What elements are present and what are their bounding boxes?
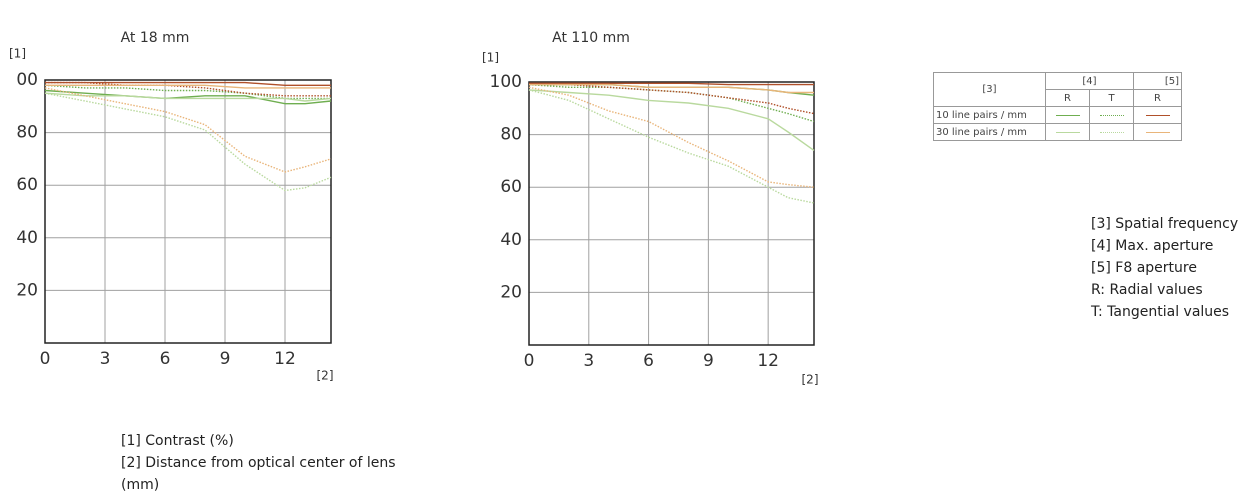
x-tick-label: 0 — [524, 351, 535, 371]
series-line — [528, 89, 815, 204]
legend-sample — [1099, 131, 1124, 133]
series-line — [528, 86, 815, 188]
y-tick-label: 60 — [500, 177, 522, 197]
notes-left: [1] Contrast (%) [2] Distance from optica… — [121, 430, 406, 496]
sample-cell — [1089, 123, 1134, 141]
header-row: [3] [4] [5] — [933, 72, 1182, 107]
note: [3] Spatial frequency — [1091, 216, 1239, 232]
y-tick-label: 40 — [16, 228, 38, 248]
legend-table: [3] [4] [5] R T R 10 line pairs / mm 30 line pa… — [933, 72, 1185, 142]
legend-sample — [1055, 131, 1080, 133]
sample-cell — [1133, 106, 1182, 124]
table: [3] [4] [5] R T R 10 line pairs / mm 30 line pa… — [933, 72, 1182, 141]
group-cell: [5] — [1133, 72, 1182, 90]
series-line — [44, 92, 332, 192]
note: [5] F8 aperture — [1091, 260, 1197, 276]
note: [4] Max. aperture — [1091, 238, 1214, 254]
note: [2] Distance from optical center of lens… — [121, 455, 396, 493]
header-cell: [3] — [933, 72, 1046, 107]
legend-sample — [1145, 131, 1170, 133]
x-tick-label: 6 — [160, 349, 171, 369]
notes-right: [3] Spatial frequency [4] Max. aperture [5… — [1091, 213, 1240, 323]
x-tick-label: 12 — [757, 351, 779, 371]
y-axis-label: [1] — [9, 47, 26, 61]
row-label: 30 line pairs / mm — [933, 123, 1046, 141]
legend-sample — [1099, 114, 1124, 116]
y-axis-label: [1] — [482, 51, 499, 65]
row-label: 10 line pairs / mm — [933, 106, 1046, 124]
y-tick-label: 80 — [500, 125, 522, 145]
x-tick-label: 3 — [583, 351, 594, 371]
plot-frame — [44, 79, 332, 344]
x-tick-label: 0 — [40, 349, 51, 369]
note: [1] Contrast (%) — [121, 433, 234, 449]
series-line — [45, 84, 331, 89]
x-tick-label: 9 — [703, 351, 714, 371]
chart-title: At 110 mm — [552, 30, 630, 46]
x-tick-label: 3 — [100, 349, 111, 369]
subheader-cell: R — [1133, 89, 1182, 107]
y-tick-label: 00 — [16, 70, 38, 90]
legend-row: 10 line pairs / mm — [933, 106, 1182, 124]
sample-cell — [1089, 106, 1134, 124]
x-tick-label: 12 — [274, 349, 296, 369]
series-line — [529, 82, 814, 86]
x-axis-label: [2] — [802, 373, 819, 387]
y-tick-label: 20 — [500, 282, 522, 302]
y-tick-label: 60 — [16, 175, 38, 195]
chart-title: At 18 mm — [121, 30, 190, 46]
series-line — [44, 87, 332, 173]
sample-cell — [1045, 106, 1090, 124]
x-tick-label: 9 — [220, 349, 231, 369]
legend-sample — [1145, 114, 1170, 116]
group-cell: [4] — [1045, 72, 1134, 90]
series-line — [529, 83, 814, 94]
y-tick-label: 100 — [490, 72, 522, 92]
series-line — [45, 81, 331, 86]
series-line — [529, 83, 815, 115]
series-line — [44, 84, 331, 100]
legend-row: 30 line pairs / mm — [933, 123, 1182, 141]
note: R: Radial values — [1091, 282, 1203, 298]
series-line — [44, 89, 332, 105]
subheader-cell: R — [1045, 89, 1090, 107]
sample-cell — [1045, 123, 1090, 141]
y-tick-label: 20 — [16, 280, 38, 300]
plot-frame — [528, 81, 815, 346]
y-tick-label: 40 — [500, 230, 522, 250]
y-tick-label: 80 — [16, 123, 38, 143]
sample-cell — [1133, 123, 1182, 141]
note: T: Tangential values — [1091, 304, 1230, 320]
legend-sample — [1055, 114, 1080, 116]
series-line — [44, 92, 332, 102]
series-line — [528, 89, 815, 151]
subheader-cell: T — [1089, 89, 1134, 107]
x-tick-label: 6 — [643, 351, 654, 371]
x-axis-label: [2] — [317, 369, 334, 383]
series-line — [45, 81, 331, 97]
